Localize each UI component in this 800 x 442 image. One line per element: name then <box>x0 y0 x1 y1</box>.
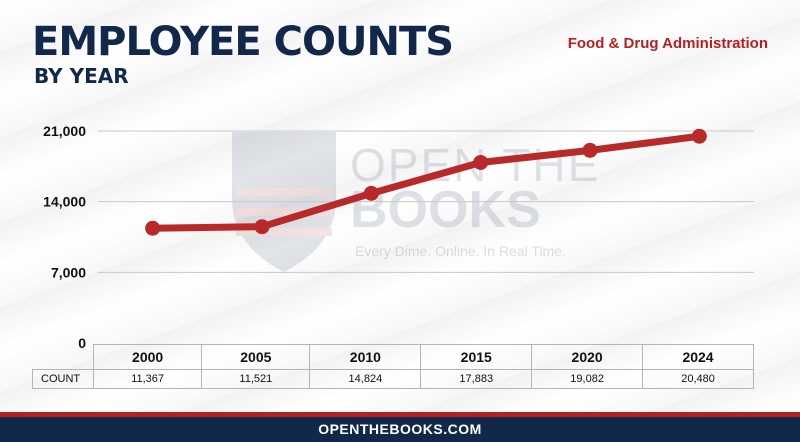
table-row: COUNT 11,367 11,521 14,824 17,883 19,082… <box>32 369 754 389</box>
table-year: 2010 <box>309 344 422 370</box>
chart-title: EMPLOYEE COUNTS <box>32 19 454 65</box>
y-tick-label: 7,000 <box>51 264 86 280</box>
table-year: 2000 <box>92 344 203 370</box>
y-tick-label: 14,000 <box>43 194 86 210</box>
series-line <box>145 128 707 236</box>
table-count: 11,367 <box>92 369 203 389</box>
table-corner <box>32 344 94 370</box>
table-count: 17,883 <box>420 369 533 389</box>
table-year: 2020 <box>531 344 644 370</box>
y-tick-label: 21,000 <box>43 123 86 139</box>
watermark-tagline: Every Dime. Online. In Real Time. <box>355 243 566 259</box>
data-table: 2000 2005 2010 2015 2020 2024 COUNT 11,3… <box>32 344 754 389</box>
data-point <box>691 128 707 144</box>
footer-url: OPENTHEBOOKS.COM <box>0 417 800 442</box>
table-year: 2015 <box>420 344 533 370</box>
chart-subtitle: BY YEAR <box>34 64 129 88</box>
table-header-row: 2000 2005 2010 2015 2020 2024 <box>32 344 754 370</box>
table-count: 11,521 <box>201 369 311 389</box>
gridlines <box>98 130 754 273</box>
footer-stripe <box>0 412 800 417</box>
table-count: 14,824 <box>309 369 422 389</box>
table-year: 2024 <box>642 344 754 370</box>
series-line-path <box>149 132 703 232</box>
table-year: 2005 <box>201 344 311 370</box>
table-count: 20,480 <box>642 369 754 389</box>
table-count: 19,082 <box>531 369 644 389</box>
table-row-label: COUNT <box>32 369 94 389</box>
data-point <box>254 219 270 235</box>
data-point <box>145 220 161 236</box>
y-axis-ticks: 21,000 14,000 7,000 0 <box>43 123 86 351</box>
data-point <box>582 142 598 158</box>
data-point <box>363 185 379 201</box>
data-point <box>473 154 489 170</box>
agency-name: Food & Drug Administration <box>567 35 768 52</box>
y-tick-label: 0 <box>78 335 86 351</box>
